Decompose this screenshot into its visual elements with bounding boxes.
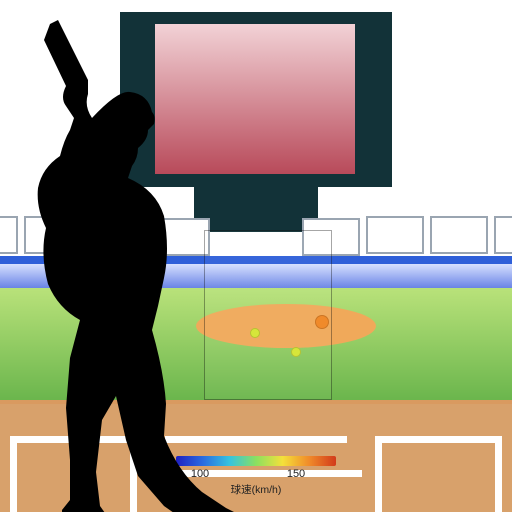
plate-line <box>375 436 502 443</box>
plate-line <box>10 436 17 512</box>
speed-ticks: 100 150 <box>176 468 336 482</box>
plate-line <box>375 436 382 512</box>
pitch-dot <box>250 328 260 338</box>
pitch-dot <box>291 347 301 357</box>
speed-tick: 150 <box>287 468 305 480</box>
speed-axis-label: 球速(km/h) <box>176 482 336 497</box>
speed-tick: 100 <box>191 468 209 480</box>
plate-line <box>495 436 502 512</box>
pitch-location-scene: 100 150 球速(km/h) <box>0 0 512 512</box>
speed-colorbar <box>176 456 336 466</box>
strike-zone <box>204 230 332 400</box>
speed-legend: 100 150 球速(km/h) <box>176 456 336 497</box>
pitch-dot <box>315 315 329 329</box>
plate-line <box>165 436 347 443</box>
plate-line <box>10 436 137 443</box>
plate-line <box>130 436 137 512</box>
